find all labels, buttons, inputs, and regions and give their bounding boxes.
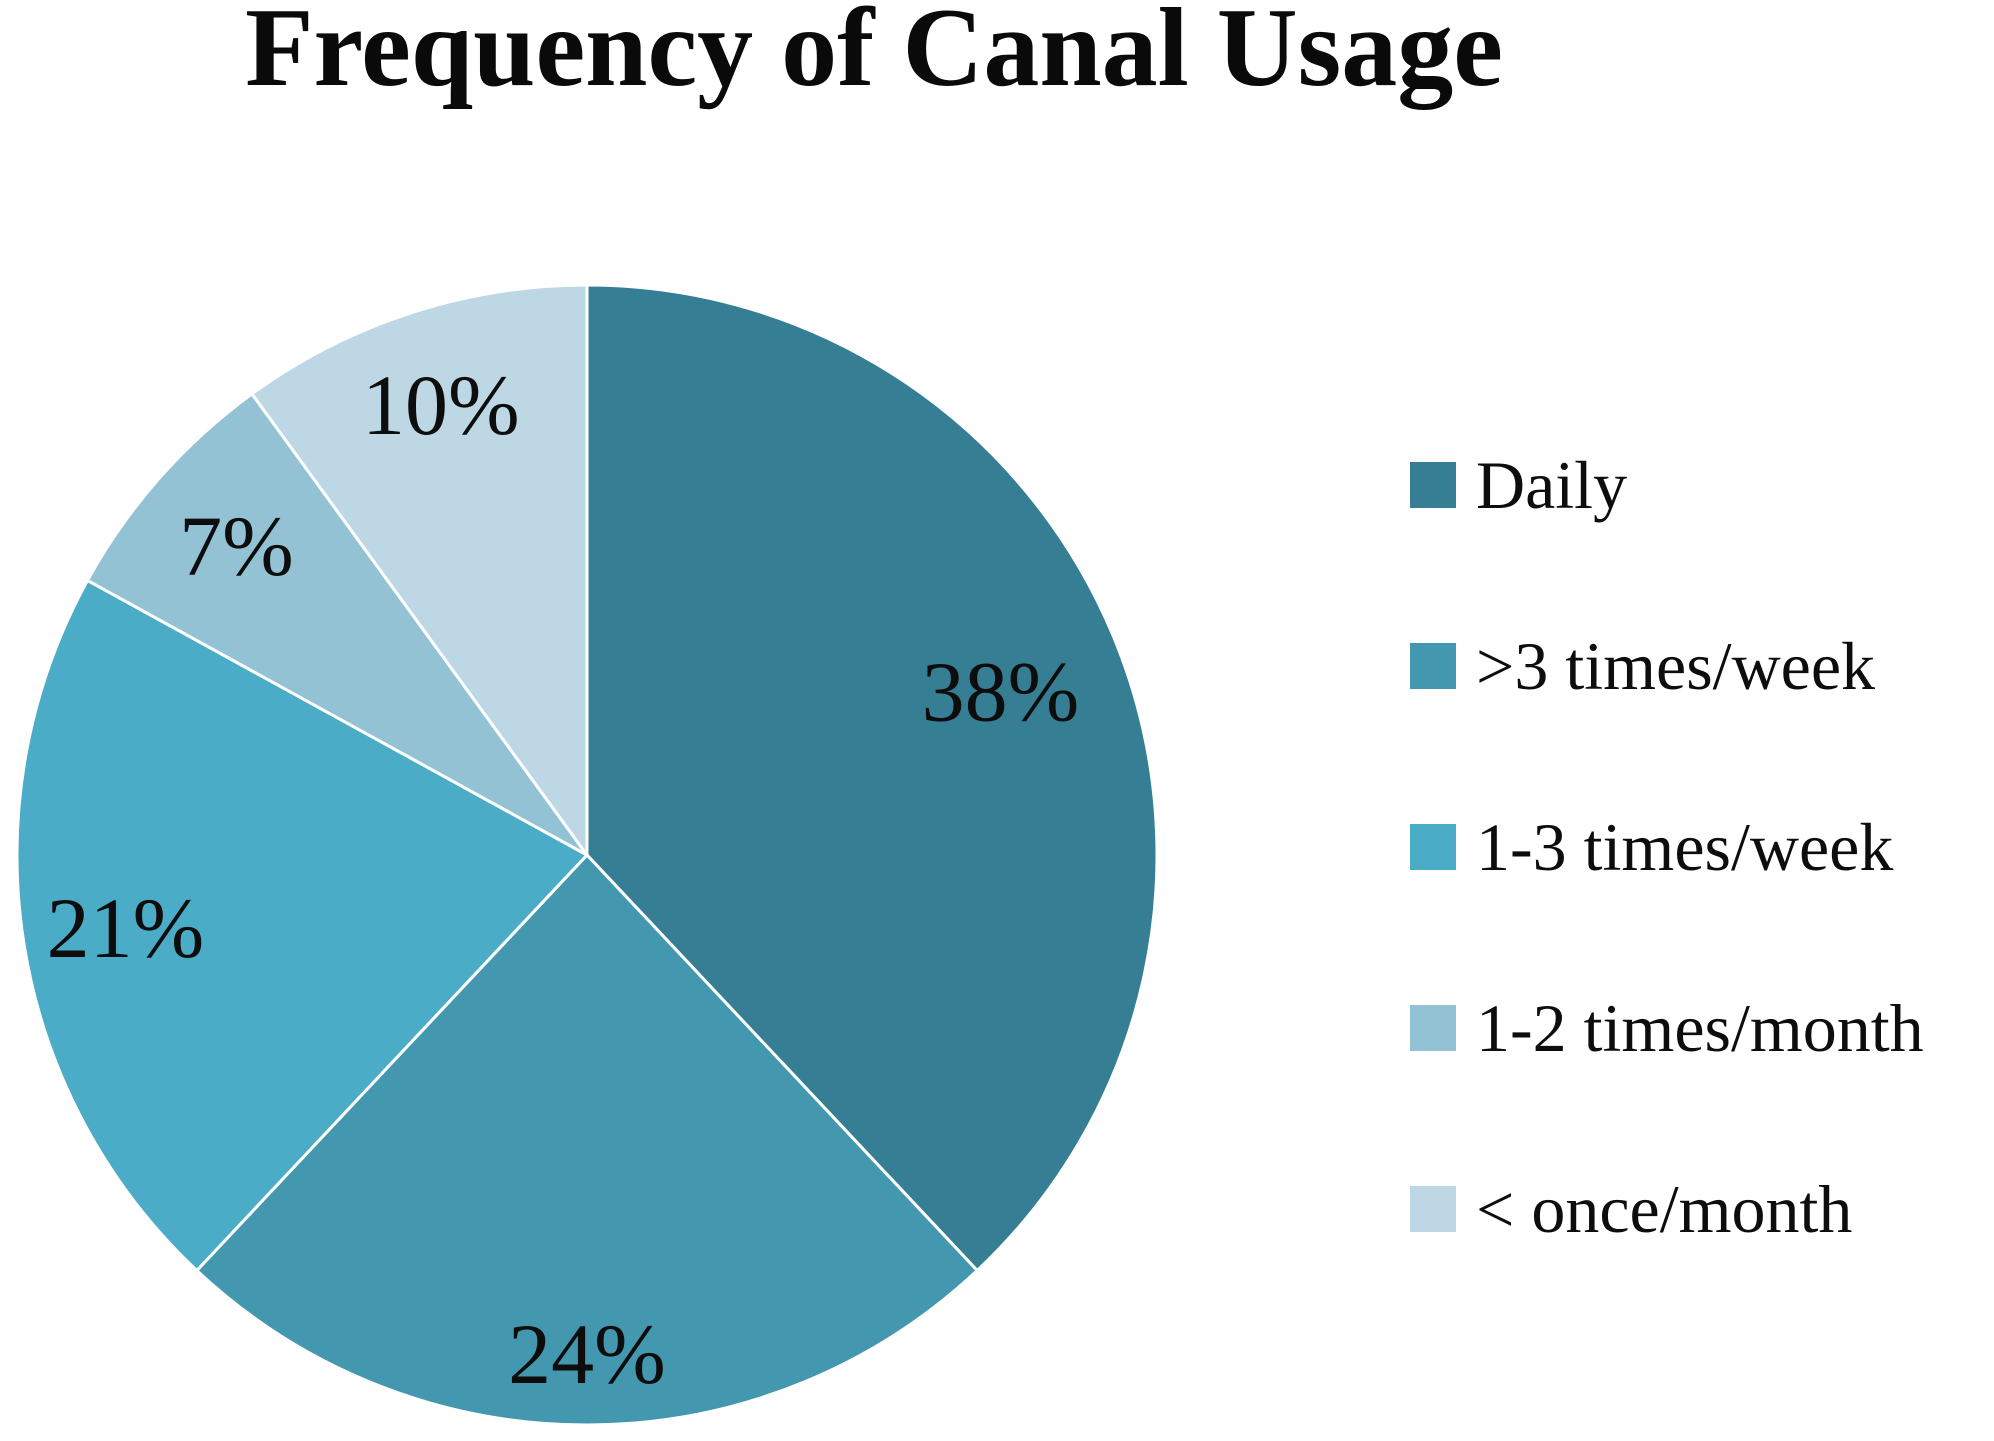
- pie-slice-1: [195, 853, 979, 1427]
- legend-label-4: < once/month: [1476, 1171, 1853, 1247]
- legend-label-3: 1-2 times/month: [1476, 990, 1924, 1066]
- legend-item-1: >3 times/week: [1410, 632, 1924, 700]
- pie-slice-0: [585, 283, 1159, 1273]
- legend-item-4: < once/month: [1410, 1175, 1924, 1243]
- legend-swatch-3: [1410, 1005, 1456, 1051]
- pie-slice-data-label-3: 7%: [179, 498, 294, 594]
- pie-slice-data-label-4: 10%: [362, 357, 520, 453]
- legend-label-2: 1-3 times/week: [1476, 809, 1894, 885]
- legend-label-0: Daily: [1476, 447, 1628, 523]
- legend-item-2: 1-3 times/week: [1410, 813, 1924, 881]
- legend-swatch-2: [1410, 824, 1456, 870]
- legend-swatch-1: [1410, 643, 1456, 689]
- legend-swatch-0: [1410, 462, 1456, 508]
- legend-swatch-4: [1410, 1186, 1456, 1232]
- legend-item-3: 1-2 times/month: [1410, 994, 1924, 1062]
- chart-title: Frequency of Canal Usage: [245, 0, 1503, 110]
- pie-slice-4: [250, 283, 589, 857]
- pie-slice-2: [15, 578, 589, 1273]
- pie-slice-data-label-2: 21%: [47, 880, 205, 976]
- pie-slice-3: [86, 392, 589, 857]
- legend-label-1: >3 times/week: [1476, 628, 1876, 704]
- pie-slice-data-label-0: 38%: [922, 643, 1080, 739]
- legend-item-0: Daily: [1410, 451, 1924, 519]
- chart-legend: Daily >3 times/week 1-3 times/week 1-2 time…: [1410, 451, 1924, 1243]
- pie-slice-data-label-1: 24%: [508, 1306, 666, 1402]
